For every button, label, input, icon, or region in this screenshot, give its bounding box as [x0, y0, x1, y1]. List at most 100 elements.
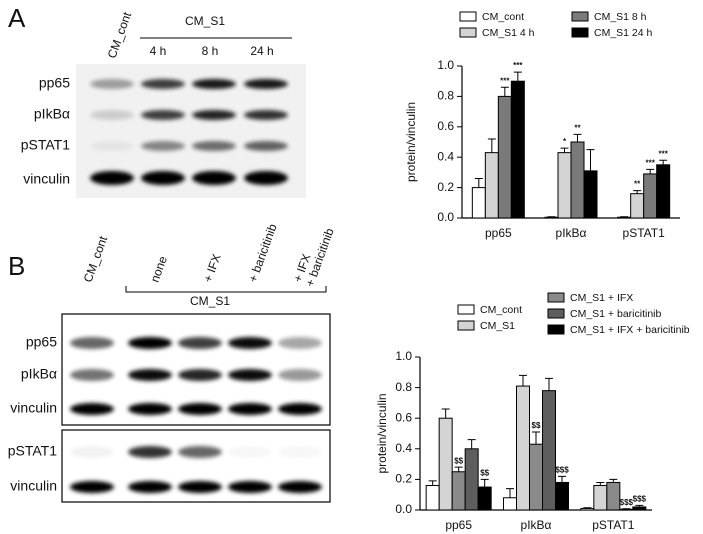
row-label: pp65: [26, 334, 57, 350]
blot-band: [278, 446, 322, 458]
bar: [619, 508, 634, 511]
blot-band: [128, 369, 172, 381]
row-label: vinculin: [23, 171, 70, 187]
error-bar: [428, 480, 437, 486]
y-tick-label: 0.2: [437, 180, 454, 194]
significance-label: ***: [658, 149, 668, 158]
y-tick-label: 0.8: [437, 89, 454, 103]
legend-swatch: [459, 11, 477, 22]
legend-label: CM_S1 8 h: [594, 11, 647, 23]
blot-band: [228, 403, 272, 415]
y-tick-label: 0.4: [437, 149, 454, 163]
bar: [580, 507, 595, 511]
y-tick-label: 0.6: [437, 119, 454, 133]
blot-band: [70, 369, 114, 381]
lane-label: 4 h: [150, 44, 167, 58]
bar: [477, 486, 492, 511]
legend-swatch: [459, 27, 477, 38]
blot-band: [192, 171, 236, 185]
bar: [555, 481, 569, 511]
bar: [464, 448, 479, 511]
lane-label: CM_cont: [81, 234, 111, 285]
blot-band: [278, 481, 322, 493]
y-tick-label: 0.8: [395, 380, 412, 394]
y-tick-label: 0.2: [395, 472, 412, 486]
bar: [451, 471, 466, 511]
y-axis-label: protein/vinculin: [375, 393, 389, 473]
bar: [503, 497, 517, 511]
bar: [516, 385, 530, 511]
row-label: vinculin: [10, 478, 57, 494]
legend-label: CM_S1 + IFX + baricitinib: [570, 324, 690, 336]
x-tick-label: pp65: [445, 518, 472, 532]
blot-band: [70, 337, 114, 349]
significance-label: $$$: [620, 498, 634, 507]
error-bar: [596, 481, 605, 486]
blot-band: [228, 337, 272, 349]
error-bar: [467, 439, 476, 449]
legend-label: CM_S1 4 h: [482, 27, 535, 39]
bar: [542, 390, 556, 511]
error-bar: [487, 138, 496, 153]
y-tick-label: 0.6: [395, 410, 412, 424]
error-bar: [609, 478, 618, 483]
blot-band: [178, 446, 222, 458]
legend-swatch: [571, 27, 589, 38]
bar: [593, 485, 608, 511]
error-bar: [545, 377, 553, 391]
blot-band: [244, 110, 288, 120]
bar: [570, 141, 585, 219]
significance-label: **: [634, 180, 641, 189]
lane-label: + IFX+ baricitinib: [291, 222, 337, 289]
lane-label: 8 h: [202, 44, 219, 58]
row-label: pp65: [39, 75, 70, 91]
legend-swatch: [457, 304, 475, 315]
row-label: pIkBα: [34, 106, 70, 122]
blot-band: [128, 481, 172, 493]
error-bar: [586, 149, 595, 171]
bar: [471, 187, 486, 219]
blot-band: [228, 446, 272, 458]
blot-band: [192, 110, 236, 120]
x-tick-label: pIkBα: [556, 226, 587, 240]
error-bar: [532, 431, 540, 445]
blot-band: [70, 481, 114, 493]
legend-swatch: [571, 11, 589, 22]
blot-band: [178, 337, 222, 349]
significance-label: $$: [454, 456, 463, 465]
error-bar: [558, 475, 566, 483]
error-bar: [635, 504, 644, 507]
bar: [606, 481, 621, 511]
legend-label: CM_S1 + IFX: [570, 292, 633, 304]
legend-label: CM_cont: [482, 11, 524, 23]
legend-swatch: [457, 320, 475, 331]
y-tick-label: 1.0: [437, 58, 454, 72]
significance-label: ***: [513, 61, 523, 70]
error-bar: [560, 147, 569, 153]
y-axis-label: protein/vinculin: [404, 102, 418, 182]
bar: [438, 417, 453, 511]
error-bar: [519, 374, 527, 387]
significance-label: $$: [480, 469, 489, 478]
blot-band: [128, 403, 172, 415]
blot-band: [141, 79, 185, 89]
bar: [497, 95, 512, 219]
blot-band: [228, 481, 272, 493]
error-bar: [646, 168, 655, 174]
y-tick-label: 0.4: [395, 441, 412, 455]
significance-label: $$$: [633, 495, 647, 504]
blot-band: [228, 369, 272, 381]
x-tick-label: pp65: [485, 226, 512, 240]
significance-label: *: [563, 137, 567, 146]
blot-band: [141, 110, 185, 120]
legend-label: CM_S1 24 h: [594, 27, 653, 39]
significance-label: $$: [532, 421, 541, 430]
x-tick-label: pIkBα: [521, 518, 552, 532]
bar: [484, 152, 499, 219]
error-bar: [480, 478, 489, 488]
bar: [630, 193, 645, 219]
blot-band: [128, 446, 172, 458]
legend-label: CM_S1 + baricitinib: [570, 308, 661, 320]
error-bar: [659, 159, 668, 165]
blot-band: [278, 403, 322, 415]
